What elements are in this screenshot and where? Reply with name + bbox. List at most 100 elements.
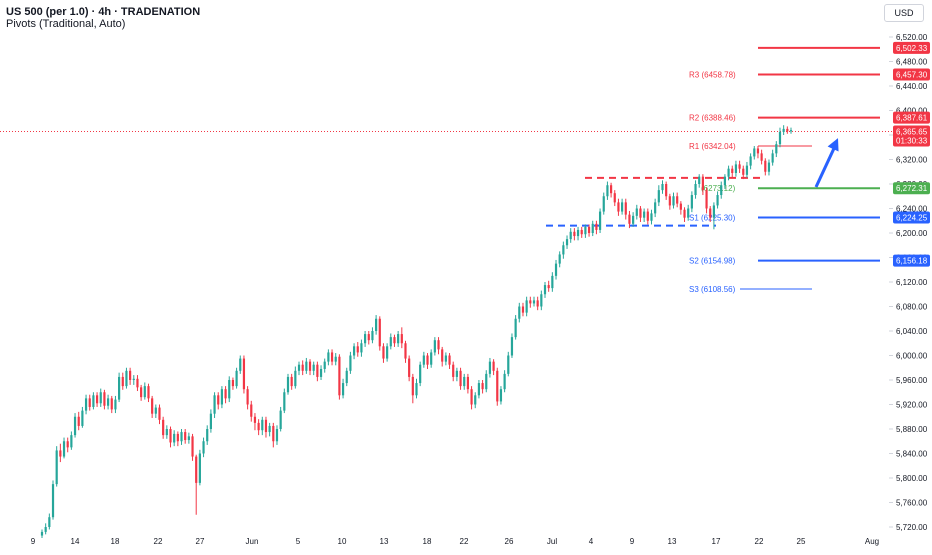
candle-body xyxy=(44,527,47,532)
candle xyxy=(492,359,495,376)
candle-body xyxy=(312,364,315,371)
candle xyxy=(132,375,135,385)
candle xyxy=(753,146,756,160)
candle xyxy=(419,361,422,387)
candle-body xyxy=(683,209,686,218)
candle-body xyxy=(154,407,157,414)
candle-body xyxy=(613,193,616,203)
candle xyxy=(327,349,330,366)
candle-body xyxy=(143,386,146,398)
candle xyxy=(209,409,212,433)
candle-body xyxy=(422,355,425,365)
candle xyxy=(382,343,385,363)
price-badge-bg xyxy=(893,182,930,195)
candle-body xyxy=(349,355,352,371)
candle xyxy=(510,333,514,358)
candle xyxy=(106,394,110,410)
candle xyxy=(70,431,73,450)
x-tick-label: Jun xyxy=(246,537,259,546)
candle xyxy=(521,302,525,317)
x-tick-label: 22 xyxy=(154,537,163,546)
y-tick-label: 6,320.00 xyxy=(896,156,928,165)
candle-body xyxy=(609,185,613,194)
candle-body xyxy=(48,517,51,527)
candle xyxy=(444,352,447,366)
candle-body xyxy=(525,300,528,313)
x-tick-label: 25 xyxy=(797,537,806,546)
candle xyxy=(393,334,396,347)
price-badge-text: 6,457.30 xyxy=(896,70,928,79)
candle xyxy=(338,354,341,400)
candle-body xyxy=(565,239,569,246)
candle-body xyxy=(760,153,763,161)
candle-body xyxy=(59,450,62,457)
candle xyxy=(565,235,569,249)
candle-body xyxy=(158,407,161,420)
candle xyxy=(264,416,268,438)
trend-arrow-head xyxy=(827,138,839,152)
candle xyxy=(217,392,220,410)
candle xyxy=(173,430,176,447)
x-axis[interactable]: 9 14 18 22 27 Jun 5 10 13 18 22 26 Jul 4 9 13 17 22 25 Aug xyxy=(31,537,879,546)
candle xyxy=(352,343,356,360)
candle xyxy=(584,224,587,238)
candle xyxy=(319,365,323,380)
x-tick-label: 14 xyxy=(71,537,80,546)
candle-body xyxy=(569,231,572,240)
candle-body xyxy=(294,370,297,387)
candle xyxy=(595,220,598,235)
currency-button[interactable]: USD xyxy=(884,4,924,22)
candle xyxy=(705,187,708,214)
candle-body xyxy=(514,318,517,338)
candle xyxy=(452,361,455,382)
candle xyxy=(455,367,458,382)
candle-body xyxy=(136,378,139,388)
candle xyxy=(580,226,583,238)
x-tick-label: 13 xyxy=(668,537,677,546)
y-tick-label: 5,960.00 xyxy=(896,376,928,385)
candle-body xyxy=(88,398,91,407)
candle xyxy=(540,290,543,311)
candle-body xyxy=(286,376,290,393)
candle-body xyxy=(672,196,675,206)
candle-body xyxy=(507,355,510,374)
candle-body xyxy=(709,208,712,218)
candle-body xyxy=(330,352,334,362)
candle xyxy=(378,316,381,351)
x-tick-label: 9 xyxy=(630,537,635,546)
candle-body xyxy=(452,364,455,377)
candle xyxy=(591,220,594,237)
y-tick-label: 6,120.00 xyxy=(896,278,928,287)
candle-body xyxy=(228,380,231,399)
candle xyxy=(727,165,730,181)
candle-body xyxy=(595,223,598,230)
candle xyxy=(228,376,231,403)
candle xyxy=(261,416,264,436)
candle-body xyxy=(209,413,212,429)
y-axis[interactable]: 6,520.006,480.006,440.006,400.006,360.00… xyxy=(889,33,928,532)
candle xyxy=(709,206,712,222)
candle-body xyxy=(488,361,492,374)
candle-body xyxy=(444,355,447,362)
candle-body xyxy=(521,306,525,313)
candle xyxy=(40,529,44,539)
candle xyxy=(415,378,418,399)
candle-body xyxy=(455,370,458,377)
candle-body xyxy=(782,128,785,132)
candle xyxy=(363,331,367,347)
candle xyxy=(767,159,771,176)
candle xyxy=(786,126,789,134)
x-tick-label: 17 xyxy=(712,537,721,546)
candle xyxy=(349,351,352,374)
candle xyxy=(191,433,194,461)
candle-body xyxy=(165,429,168,436)
candle-body xyxy=(705,190,708,209)
candle-body xyxy=(547,285,550,289)
candle xyxy=(257,419,260,436)
candle-body xyxy=(334,356,337,362)
candle xyxy=(77,411,80,431)
candle xyxy=(294,366,297,389)
y-tick-label: 6,080.00 xyxy=(896,303,928,312)
candle-body xyxy=(352,346,356,356)
